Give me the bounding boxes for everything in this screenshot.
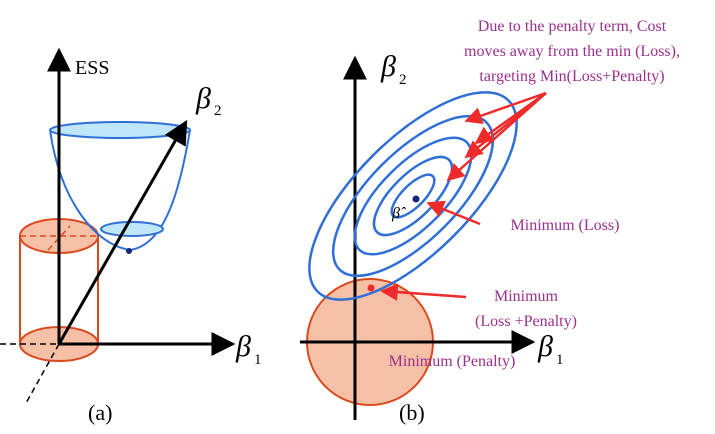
beta1-label-a: β bbox=[235, 330, 251, 363]
beta1-label-b: β bbox=[537, 330, 553, 363]
beta2-axis-a bbox=[57, 119, 188, 345]
beta2-sub-b: 2 bbox=[399, 72, 407, 88]
loss-paraboloid bbox=[49, 121, 191, 254]
ess-label: ESS bbox=[75, 57, 109, 79]
beta2-label-b: β bbox=[380, 50, 396, 83]
beta1-sub-b: 1 bbox=[556, 352, 564, 368]
penalty-note-line2: moves away from the min (Loss), bbox=[464, 43, 680, 60]
min-loss-note: Minimum (Loss) bbox=[511, 217, 620, 234]
beta-hat-label: β̂ bbox=[391, 205, 406, 222]
beta2-axis-a-neg bbox=[24, 343, 60, 406]
caption-b: (b) bbox=[399, 400, 425, 425]
penalty-note-line1: Due to the penalty term, Cost bbox=[478, 18, 667, 35]
panel-b: β 2 β 1 β̂ (b) Due to the penalty term, … bbox=[300, 18, 680, 425]
beta2-sub-a: 2 bbox=[214, 103, 222, 119]
beta1-sub-a: 1 bbox=[254, 352, 262, 368]
loss-penalty-minimum-point bbox=[367, 284, 375, 292]
annotation-arrows bbox=[380, 91, 547, 301]
panel-a: ESS β 2 β 1 (a) bbox=[0, 47, 262, 425]
penalty-note: Due to the penalty term, Cost moves away… bbox=[464, 18, 680, 85]
caption-a: (a) bbox=[88, 400, 112, 425]
loss-minimum-point bbox=[412, 195, 420, 203]
min-loss-penalty-note-line1: Minimum bbox=[494, 288, 559, 305]
min-penalty-note: Minimum (Penalty) bbox=[389, 353, 516, 370]
beta2-label-a: β bbox=[195, 82, 211, 115]
min-loss-penalty-note-line2: (Loss +Penalty) bbox=[475, 313, 577, 330]
penalty-note-line3: targeting Min(Loss+Penalty) bbox=[479, 68, 664, 85]
